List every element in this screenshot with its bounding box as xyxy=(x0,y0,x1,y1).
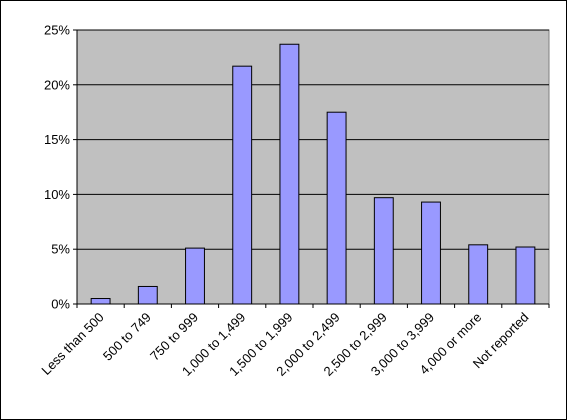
y-tick-label: 25% xyxy=(44,23,70,38)
x-tick-label: Less than 500 xyxy=(38,310,106,378)
bar xyxy=(232,65,253,305)
y-tick-label: 0% xyxy=(51,297,70,312)
y-tick-label: 15% xyxy=(44,132,70,147)
bars xyxy=(90,43,536,305)
bar xyxy=(373,197,394,305)
y-tick-label: 5% xyxy=(51,242,70,257)
bar xyxy=(421,201,441,305)
y-axis: 0% 5% 10% 15% 20% 25% xyxy=(44,23,78,312)
bar xyxy=(137,285,158,305)
bar xyxy=(468,244,489,305)
bar xyxy=(515,246,536,305)
y-tick-label: 10% xyxy=(44,187,70,202)
bar xyxy=(185,247,205,305)
gridlines xyxy=(77,29,549,250)
bar xyxy=(90,298,111,305)
y-tick-label: 20% xyxy=(44,77,70,92)
bar xyxy=(279,43,300,305)
bar xyxy=(326,111,347,305)
x-tick-label: 500 to 749 xyxy=(100,310,154,364)
